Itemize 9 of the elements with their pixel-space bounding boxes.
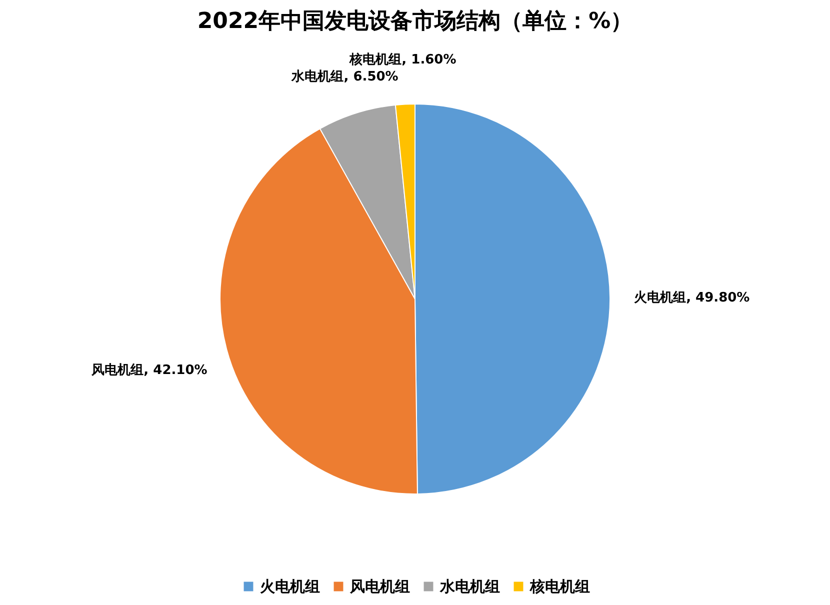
legend-label: 水电机组 (439, 578, 500, 596)
chart-title: 2022年中国发电设备市场结构（单位：%） (197, 8, 633, 34)
legend-label: 风电机组 (349, 578, 410, 596)
data-label: 风电机组, 42.10% (90, 362, 208, 378)
data-label: 核电机组, 1.60% (348, 52, 456, 68)
data-label: 水电机组, 6.50% (290, 70, 398, 85)
legend-label: 火电机组 (260, 578, 320, 596)
data-label: 火电机组, 49.80% (633, 290, 750, 306)
legend-label: 核电机组 (529, 578, 590, 596)
